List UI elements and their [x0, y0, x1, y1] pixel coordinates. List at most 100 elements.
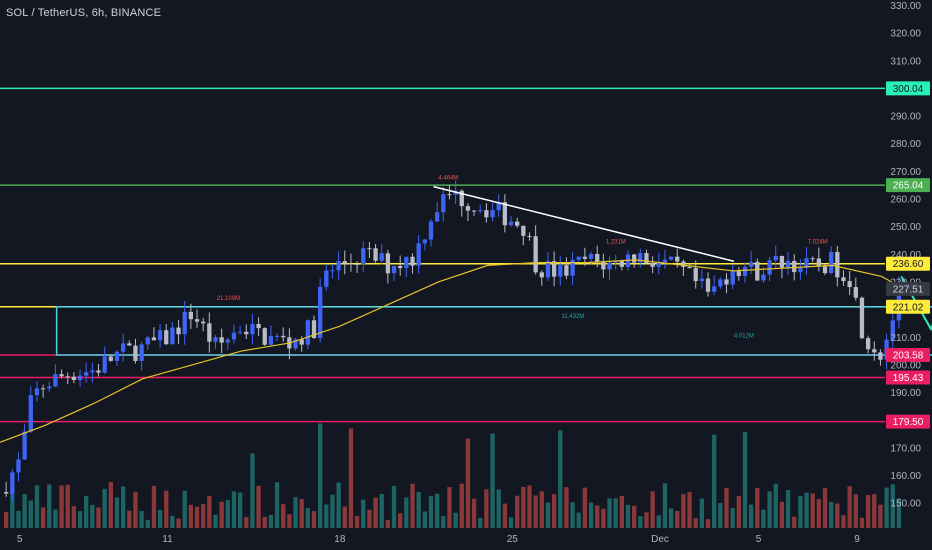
volume-bar	[558, 430, 563, 528]
volume-bar	[478, 517, 483, 528]
volume-bar	[484, 489, 489, 528]
moving-average-layer	[0, 259, 902, 443]
candle-body	[201, 321, 206, 324]
volume-bar	[391, 485, 397, 528]
level-price-label: 195.43	[893, 373, 924, 384]
candle-body	[53, 374, 58, 387]
volume-bar	[127, 510, 132, 528]
volume-bar	[490, 433, 495, 528]
candle-body	[237, 331, 243, 333]
volume-bar	[287, 514, 292, 528]
volume-bar	[428, 496, 434, 528]
candle-body	[570, 259, 575, 276]
price-tick-label: 330.00	[890, 1, 921, 12]
volume-bar	[632, 505, 637, 528]
candle-body	[564, 265, 569, 276]
candle-body	[841, 277, 846, 282]
volume-bar	[373, 497, 378, 528]
candle-body	[348, 263, 354, 265]
candle-body	[447, 194, 452, 196]
volume-bar	[398, 513, 403, 528]
level-price-label: 221.02	[893, 302, 924, 313]
candle-body	[742, 266, 748, 276]
candle-body	[404, 256, 409, 269]
chart-title: SOL / TetherUS, 6h, BINANCE	[6, 7, 162, 19]
candle-body	[792, 260, 797, 273]
candle-body	[644, 253, 649, 264]
candle-body	[478, 210, 483, 212]
volume-bar	[896, 498, 902, 528]
candle-body	[299, 339, 304, 345]
volume-bar	[595, 505, 600, 528]
volume-bar	[447, 487, 452, 528]
moving-average-line	[0, 259, 902, 443]
price-tick-label: 190.00	[890, 388, 921, 399]
candle-body	[164, 330, 169, 345]
volume-bar	[410, 483, 415, 528]
volume-bar	[170, 515, 175, 528]
candle-body	[687, 267, 692, 269]
candle-body	[379, 253, 384, 261]
volume-bar	[570, 502, 575, 528]
volume-bar	[668, 508, 674, 528]
volume-bar	[693, 518, 698, 528]
candle-body	[730, 271, 735, 285]
price-tick-label: 250.00	[890, 222, 921, 233]
volume-bar	[508, 517, 514, 528]
time-tick-label: 11	[162, 534, 173, 545]
candle-body	[558, 265, 563, 277]
volume-bar	[16, 510, 21, 528]
volume-bar	[71, 506, 77, 528]
volume-bar	[102, 488, 107, 528]
volume-bar	[201, 503, 206, 528]
candle-body	[761, 274, 766, 281]
candle-body	[829, 251, 834, 274]
volume-bar	[533, 495, 538, 528]
candle-body	[65, 376, 70, 378]
candle-body	[293, 339, 298, 349]
candle-body	[675, 256, 680, 262]
price-tick-label: 240.00	[890, 250, 921, 261]
volume-bar	[465, 438, 471, 528]
volume-bar	[84, 495, 89, 528]
candle-body	[736, 271, 741, 276]
candle-body	[28, 395, 33, 432]
candle-body	[428, 221, 434, 240]
candle-body	[367, 248, 372, 250]
volume-bar	[305, 508, 310, 528]
volume-bar	[551, 494, 557, 528]
candle-body	[582, 256, 588, 259]
volume-bar	[521, 486, 526, 528]
volume-bar	[515, 495, 520, 528]
volume-bar	[367, 509, 372, 528]
candle-body	[330, 270, 335, 272]
candle-body	[90, 370, 95, 373]
candle-body	[718, 279, 723, 287]
candle-body	[318, 286, 323, 338]
volume-bar	[311, 511, 317, 528]
candle-body	[108, 356, 113, 361]
level-price-label-bg	[886, 299, 930, 314]
candle-body	[281, 335, 286, 338]
candle-body	[441, 194, 446, 213]
price-tick-label: 150.00	[890, 499, 921, 510]
volume-bar	[779, 501, 785, 528]
volume-bar	[847, 486, 852, 528]
volume-bar	[785, 489, 791, 528]
volume-bar	[108, 482, 113, 528]
candle-body	[231, 332, 237, 340]
volume-bar	[496, 489, 501, 528]
volume-bar	[40, 507, 46, 528]
candle-body	[465, 206, 471, 211]
candle-body	[551, 261, 557, 277]
candle-body	[416, 243, 421, 266]
candle-body	[527, 235, 532, 237]
volume-bar	[865, 495, 871, 528]
time-axis[interactable]: 5 11 18 25 Dec 5 9	[17, 534, 860, 545]
volume-bar	[34, 485, 40, 528]
candle-body	[342, 261, 347, 264]
volume-bar	[625, 504, 631, 528]
volume-bar	[459, 483, 464, 528]
candle-body	[40, 388, 46, 390]
